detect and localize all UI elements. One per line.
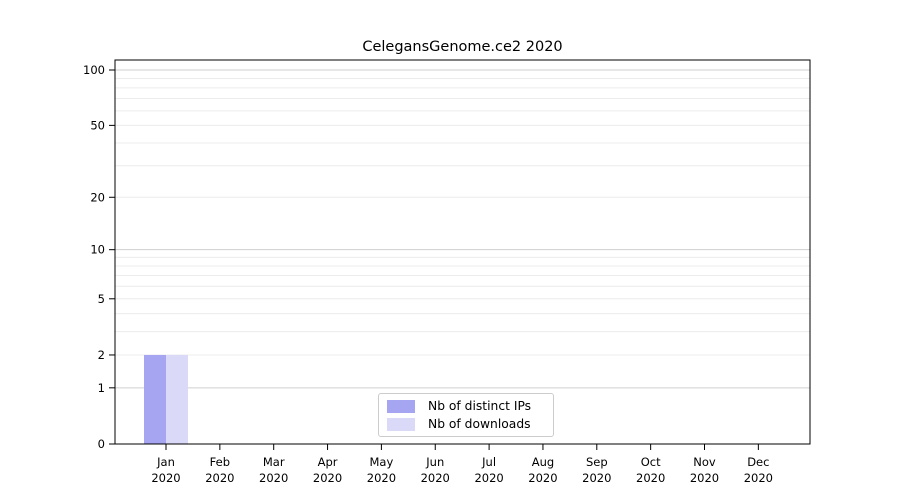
y-tick-label: 0 xyxy=(98,437,105,451)
x-tick-label-year: 2020 xyxy=(474,471,503,485)
x-tick-label-month: Nov xyxy=(693,455,716,469)
x-tick-label-year: 2020 xyxy=(528,471,557,485)
x-tick-label-month: Oct xyxy=(641,455,661,469)
x-tick-label-month: Mar xyxy=(263,455,285,469)
y-tick-label: 10 xyxy=(90,243,105,257)
x-tick-label-year: 2020 xyxy=(582,471,611,485)
x-tick-label-month: Aug xyxy=(532,455,554,469)
y-tick-label: 1 xyxy=(98,381,105,395)
y-tick-label: 100 xyxy=(83,63,105,77)
y-tick-label: 20 xyxy=(90,190,105,204)
x-tick-label-year: 2020 xyxy=(259,471,288,485)
legend-label: Nb of distinct IPs xyxy=(428,399,532,413)
x-tick-label-month: Sep xyxy=(586,455,608,469)
y-tick-label: 2 xyxy=(98,348,105,362)
x-tick-label-month: Jan xyxy=(156,455,175,469)
bar xyxy=(144,354,166,444)
x-tick-label-year: 2020 xyxy=(151,471,180,485)
legend-item-downloads: Nb of downloads xyxy=(387,417,545,431)
x-tick-label-month: Feb xyxy=(210,455,230,469)
x-tick-label-year: 2020 xyxy=(636,471,665,485)
x-tick-label-year: 2020 xyxy=(367,471,396,485)
legend: Nb of distinct IPs Nb of downloads xyxy=(378,393,554,437)
legend-swatch-0 xyxy=(387,399,415,413)
x-tick-label-month: Jul xyxy=(481,455,496,469)
chart-title: CelegansGenome.ce2 2020 xyxy=(362,39,563,55)
y-tick-label: 5 xyxy=(98,292,105,306)
x-tick-label-year: 2020 xyxy=(421,471,450,485)
bar xyxy=(166,354,188,444)
y-tick-label: 50 xyxy=(90,118,105,132)
x-tick-label-month: Apr xyxy=(318,455,338,469)
x-tick-label-year: 2020 xyxy=(313,471,342,485)
x-tick-label-year: 2020 xyxy=(690,471,719,485)
x-tick-label-year: 2020 xyxy=(205,471,234,485)
x-tick-label-year: 2020 xyxy=(744,471,773,485)
legend-swatch-1 xyxy=(387,417,415,431)
x-tick-label-month: May xyxy=(370,455,394,469)
legend-label: Nb of downloads xyxy=(428,417,531,431)
x-tick-label-month: Jun xyxy=(425,455,444,469)
legend-item-distinct-ips: Nb of distinct IPs xyxy=(387,399,545,413)
plot-border xyxy=(114,59,811,445)
x-tick-label-month: Dec xyxy=(747,455,769,469)
